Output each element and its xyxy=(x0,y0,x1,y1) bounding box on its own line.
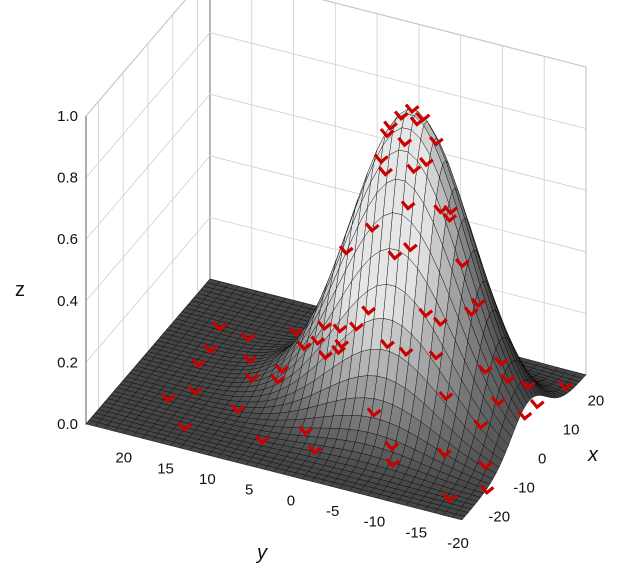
data-point xyxy=(242,353,258,365)
data-point xyxy=(331,344,346,356)
data-point xyxy=(384,440,400,452)
data-point xyxy=(477,459,493,471)
z-tick-label: 0.4 xyxy=(57,293,78,310)
data-point xyxy=(338,245,354,256)
data-point xyxy=(438,390,454,402)
data-point xyxy=(349,321,364,332)
data-point xyxy=(387,250,403,261)
data-point xyxy=(289,326,304,337)
x-tick-label: -10 xyxy=(513,480,535,497)
data-point xyxy=(436,447,452,459)
data-point xyxy=(385,457,401,469)
data-point xyxy=(428,136,444,147)
data-point xyxy=(428,350,444,361)
data-point xyxy=(418,307,434,319)
data-point xyxy=(177,421,193,432)
data-point xyxy=(454,258,470,269)
z-tick-label: 0.6 xyxy=(57,231,78,248)
data-point xyxy=(479,484,495,496)
data-point xyxy=(379,127,395,139)
data-point xyxy=(383,120,398,131)
x-axis-label: x xyxy=(587,444,599,466)
data-point xyxy=(443,204,458,216)
y-tick-label: 15 xyxy=(157,460,174,477)
y-tick-label: 0 xyxy=(287,492,295,509)
surface-cell xyxy=(85,420,99,427)
data-point xyxy=(332,323,348,334)
y-tick-label: -20 xyxy=(447,535,469,552)
y-tick-label: -5 xyxy=(326,503,339,520)
data-point xyxy=(307,444,323,456)
x-tick-label: 10 xyxy=(563,422,580,439)
data-point xyxy=(366,407,382,418)
z-tick-label: 0.8 xyxy=(57,170,78,187)
data-point xyxy=(298,425,314,436)
z-tick-label: 0.0 xyxy=(57,416,78,433)
y-tick-label: 20 xyxy=(115,450,132,467)
data-point xyxy=(398,346,414,357)
data-point xyxy=(558,380,573,392)
data-point xyxy=(520,379,536,391)
data-point xyxy=(473,419,489,430)
x-tick-label: -20 xyxy=(488,509,510,526)
data-point xyxy=(317,320,332,332)
data-point xyxy=(409,116,425,127)
data-point xyxy=(254,434,270,446)
data-point xyxy=(432,316,448,328)
data-point xyxy=(212,320,228,332)
data-point xyxy=(493,356,509,367)
data-point xyxy=(442,212,458,223)
data-point xyxy=(500,373,516,385)
data-point xyxy=(364,222,380,233)
data-point xyxy=(442,492,457,504)
data-point xyxy=(240,332,256,343)
y-tick-label: 10 xyxy=(199,471,216,488)
z-tick-label: 1.0 xyxy=(57,108,78,125)
data-point xyxy=(404,103,420,115)
data-point xyxy=(187,385,203,396)
data-point xyxy=(463,306,479,317)
data-point xyxy=(203,343,219,354)
data-point xyxy=(393,110,409,121)
data-point xyxy=(397,136,413,148)
data-point xyxy=(378,166,393,177)
data-point xyxy=(529,398,545,410)
data-point xyxy=(361,305,376,316)
data-point xyxy=(490,396,506,407)
y-tick-label: -10 xyxy=(364,514,386,531)
data-point xyxy=(380,339,395,350)
data-point xyxy=(373,153,389,165)
data-point xyxy=(517,410,533,421)
data-point xyxy=(406,163,422,175)
data-point xyxy=(190,357,206,369)
z-tick-label: 0.2 xyxy=(57,354,78,371)
data-point xyxy=(274,363,290,375)
data-point xyxy=(334,338,350,350)
y-tick-label: 5 xyxy=(245,482,253,499)
data-point xyxy=(310,335,326,347)
data-point xyxy=(230,403,246,415)
z-axis-label: z xyxy=(15,279,25,301)
data-points xyxy=(161,103,573,504)
data-point xyxy=(318,349,333,361)
data-point xyxy=(400,200,416,211)
tick-labels: 0.0 0.2 0.4 0.6 0.8 1.0 20 15 10 5 0 -5 -10 -15 -20 -20… xyxy=(57,108,604,552)
data-point xyxy=(470,297,486,309)
data-point xyxy=(477,364,493,375)
y-tick-label: -15 xyxy=(405,524,427,541)
data-point xyxy=(402,242,418,253)
data-point xyxy=(161,392,176,404)
x-tick-label: 20 xyxy=(588,393,605,410)
data-point xyxy=(296,340,312,352)
y-axis-label: y xyxy=(255,542,268,564)
data-point xyxy=(244,372,260,383)
x-tick-label: 0 xyxy=(538,451,546,468)
data-point xyxy=(270,374,286,385)
data-point xyxy=(418,156,434,168)
